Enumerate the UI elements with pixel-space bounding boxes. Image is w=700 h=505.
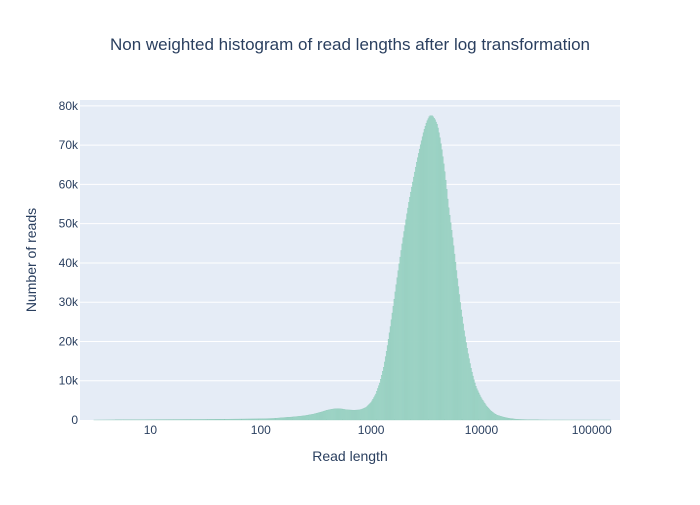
- histogram-bar: [202, 419, 203, 420]
- y-tick-label: 10k: [59, 374, 79, 388]
- histogram-bar: [425, 126, 426, 420]
- histogram-bar: [389, 333, 390, 420]
- histogram-bar: [244, 419, 245, 420]
- histogram-bar: [317, 413, 318, 420]
- histogram-bar: [440, 138, 441, 420]
- x-axis-label: Read length: [312, 448, 388, 464]
- histogram-bar: [187, 419, 188, 420]
- histogram-bar: [324, 411, 325, 420]
- histogram-bar: [345, 410, 346, 420]
- histogram-bar: [433, 117, 434, 420]
- histogram-bar: [374, 396, 375, 420]
- histogram-bar: [446, 189, 447, 420]
- histogram-bar: [303, 416, 304, 420]
- histogram-bar: [281, 418, 282, 420]
- histogram-bar: [490, 410, 491, 420]
- histogram-bar: [259, 419, 260, 420]
- x-tick-label: 1000: [358, 423, 385, 437]
- plot-area: [80, 100, 620, 420]
- histogram-bar: [505, 417, 506, 420]
- histogram-bar: [396, 285, 397, 420]
- y-tick-label: 60k: [59, 177, 79, 191]
- histogram-bar: [519, 419, 520, 420]
- x-tick-label: 10: [144, 423, 158, 437]
- histogram-bar: [461, 310, 462, 420]
- histogram-bar: [273, 418, 274, 420]
- histogram-bar: [332, 409, 333, 420]
- histogram-bar: [454, 254, 455, 420]
- histogram-bar: [231, 419, 232, 420]
- y-tick-label: 40k: [59, 256, 79, 270]
- histogram-bar: [511, 419, 512, 420]
- histogram-bar: [410, 192, 411, 420]
- histogram-bar: [418, 153, 419, 420]
- histogram-bar: [497, 415, 498, 420]
- histogram-bar: [223, 419, 224, 420]
- histogram-bar: [353, 410, 354, 420]
- y-tick-label: 80k: [59, 99, 79, 113]
- histogram-bar: [360, 410, 361, 420]
- histogram-bar: [483, 402, 484, 420]
- histogram-bar: [237, 419, 238, 420]
- x-tick-label: 100: [251, 423, 271, 437]
- histogram-bar: [309, 415, 310, 420]
- y-tick-label: 30k: [59, 295, 79, 309]
- histogram-bar: [208, 419, 209, 420]
- y-tick-label: 0: [71, 413, 78, 427]
- chart-title: Non weighted histogram of read lengths a…: [110, 35, 590, 54]
- y-tick-label: 70k: [59, 138, 79, 152]
- histogram-bar: [368, 405, 369, 420]
- histogram-bar: [295, 417, 296, 420]
- histogram-bar: [404, 231, 405, 420]
- histogram-bar: [475, 386, 476, 420]
- x-axis-ticks: 10 100 1000 10000 100000: [144, 423, 612, 437]
- histogram-bar: [338, 409, 339, 420]
- y-axis-label: Number of reads: [23, 208, 39, 312]
- histogram-bar: [195, 419, 196, 420]
- histogram-bar: [216, 419, 217, 420]
- x-tick-label: 100000: [572, 423, 612, 437]
- histogram-bar: [288, 417, 289, 420]
- histogram-bar: [252, 419, 253, 420]
- histogram-bar: [180, 419, 181, 420]
- histogram-bar: [469, 359, 470, 420]
- histogram-bar: [267, 419, 268, 420]
- y-tick-label: 20k: [59, 334, 79, 348]
- y-tick-label: 50k: [59, 217, 79, 231]
- histogram-bar: [382, 371, 383, 420]
- x-tick-label: 10000: [465, 423, 499, 437]
- y-axis-ticks: 0 10k 20k 30k 40k 50k 60k 70k 80k: [59, 99, 79, 427]
